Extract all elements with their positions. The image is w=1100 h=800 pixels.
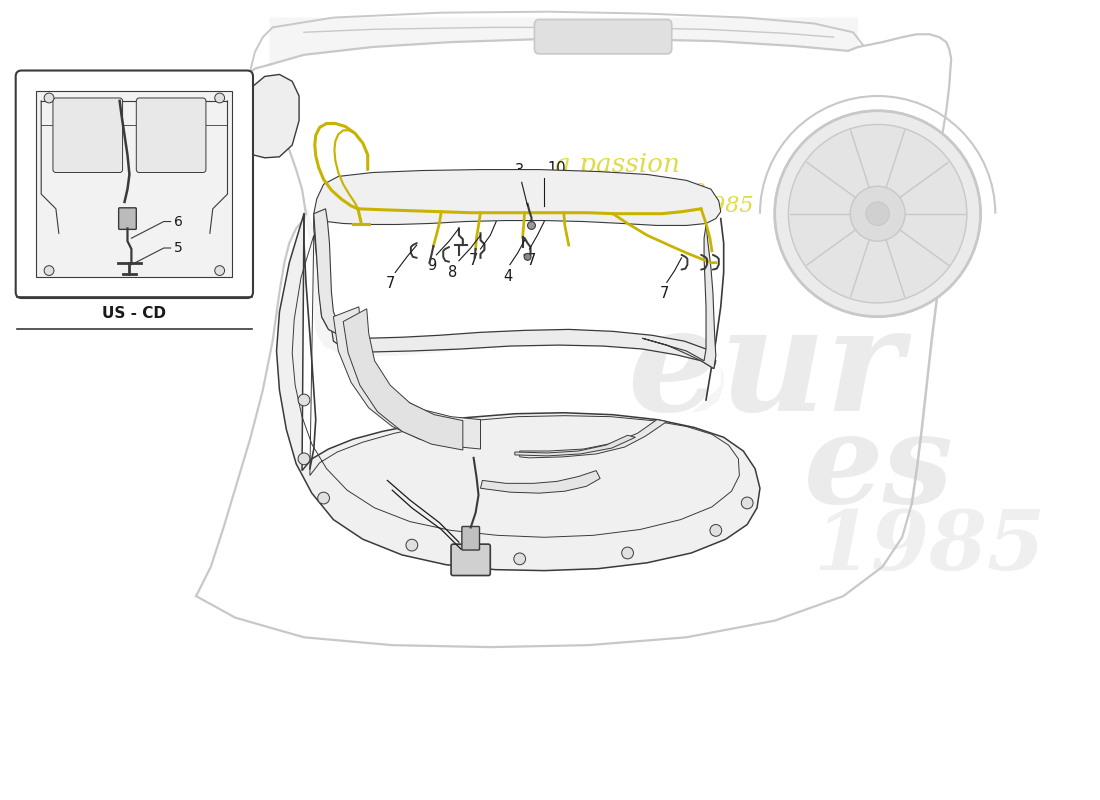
Polygon shape [304,209,724,413]
Text: 2: 2 [376,488,385,502]
Circle shape [44,266,54,275]
Polygon shape [314,209,343,336]
Text: 5: 5 [174,241,183,255]
Text: 7: 7 [470,253,478,268]
Circle shape [214,266,224,275]
Polygon shape [515,435,636,456]
Polygon shape [519,420,667,458]
Circle shape [621,547,634,559]
Circle shape [214,93,224,103]
FancyBboxPatch shape [136,98,206,173]
Circle shape [453,557,469,573]
Circle shape [406,539,418,551]
Circle shape [789,125,967,303]
Circle shape [710,525,722,536]
Text: es: es [804,408,954,530]
Text: 4: 4 [504,269,513,284]
Text: 1985: 1985 [814,507,1046,587]
Polygon shape [36,91,232,278]
FancyBboxPatch shape [535,19,672,54]
Text: a passion: a passion [556,152,680,177]
Circle shape [524,254,531,260]
FancyBboxPatch shape [15,70,253,298]
Text: 3: 3 [515,163,525,178]
Text: 6: 6 [174,214,183,229]
Polygon shape [890,165,944,273]
Text: 7: 7 [386,277,395,291]
Circle shape [298,394,310,406]
Circle shape [298,453,310,465]
Text: US - CD: US - CD [102,306,166,322]
Circle shape [866,202,890,226]
Text: 7: 7 [660,286,670,302]
Circle shape [774,110,980,317]
Polygon shape [642,223,716,369]
Polygon shape [333,307,481,449]
Circle shape [528,222,536,230]
Polygon shape [481,470,601,493]
Polygon shape [343,309,463,450]
Text: eur: eur [628,300,903,442]
Text: 1985: 1985 [697,195,754,217]
FancyBboxPatch shape [451,544,491,575]
Polygon shape [276,214,760,570]
Polygon shape [248,74,299,158]
Polygon shape [314,214,716,369]
Text: since: since [648,178,706,200]
Text: 7: 7 [527,253,536,268]
Polygon shape [314,170,720,226]
Circle shape [514,553,526,565]
Polygon shape [270,18,858,65]
Circle shape [318,492,330,504]
FancyBboxPatch shape [119,208,136,230]
Text: 8: 8 [449,265,458,280]
Circle shape [44,93,54,103]
FancyBboxPatch shape [53,98,122,173]
Text: 10: 10 [547,162,565,177]
Circle shape [741,497,754,509]
Text: 1: 1 [371,471,381,486]
Text: 9: 9 [427,258,436,273]
Circle shape [850,186,905,241]
FancyBboxPatch shape [462,526,480,550]
